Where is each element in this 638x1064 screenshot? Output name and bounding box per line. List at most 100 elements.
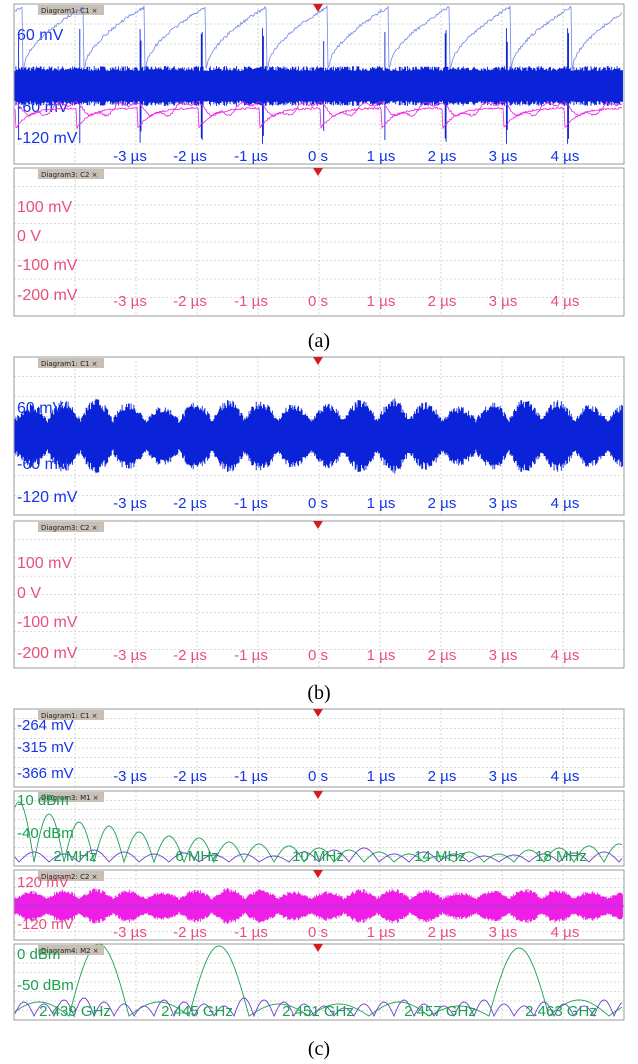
diagram-tab-2 — [38, 358, 104, 368]
x-tick-label: 3 µs — [489, 924, 518, 941]
diagram-tab-label: Diagram4: M2 × — [41, 947, 99, 955]
caption-b: (b) — [307, 682, 330, 704]
diagram-tab-6 — [38, 871, 104, 881]
x-tick-label: 2 µs — [428, 924, 457, 941]
trigger-marker — [313, 709, 323, 717]
spectrum-trace — [14, 997, 623, 1018]
trigger-marker — [313, 4, 323, 12]
x-tick-label: 4 µs — [551, 924, 580, 941]
x-tick-label: 3 µs — [489, 647, 518, 664]
x-tick-label: 3 µs — [489, 148, 518, 165]
oscilloscope-panel-a-1: Diagram1: C1 × 60 mV -60 mV -120 mV -3 µs -2 … — [13, 3, 625, 165]
diagram-tab-7 — [38, 945, 104, 955]
diagram-tab-4 — [38, 710, 104, 720]
spectrum-trace — [14, 943, 623, 1017]
trigger-marker — [313, 791, 323, 799]
x-tick-label: 2 µs — [428, 647, 457, 664]
x-tick-label: 2 MHz — [53, 848, 96, 865]
x-tick-label: 3 µs — [489, 293, 518, 310]
trigger-marker — [313, 521, 323, 529]
y-tick-label: -366 mV — [17, 765, 74, 782]
x-tick-label: 10 MHz — [292, 848, 344, 865]
y-tick-label: -315 mV — [17, 739, 74, 756]
x-tick-label: -1 µs — [234, 768, 268, 785]
x-tick-label: 4 µs — [551, 293, 580, 310]
y-tick-label: 0 dBm — [17, 946, 60, 963]
x-tick-label: 1 µs — [367, 768, 396, 785]
waveform-trace — [14, 28, 623, 144]
diagram-tab-5 — [38, 792, 104, 802]
x-tick-label: -2 µs — [173, 647, 207, 664]
y-tick-label: 0 V — [17, 228, 41, 245]
x-tick-label: 2.463 GHz — [525, 1003, 597, 1020]
caption-a: (a) — [308, 330, 330, 352]
x-tick-label: -3 µs — [113, 924, 147, 941]
waveform-trace — [14, 5, 623, 71]
x-tick-label: 4 µs — [551, 768, 580, 785]
diagram-tab-3 — [38, 522, 104, 532]
y-tick-label: -60 mV — [17, 99, 69, 116]
x-tick-label: 0 s — [308, 647, 328, 664]
spectrum-trace — [14, 847, 623, 863]
waveform-trace — [14, 106, 623, 130]
x-tick-label: -2 µs — [173, 293, 207, 310]
waveform-trace — [14, 398, 623, 474]
x-tick-label: 1 µs — [367, 148, 396, 165]
y-tick-label: 0 V — [17, 585, 41, 602]
trigger-marker — [313, 870, 323, 878]
waveform-trace — [14, 100, 623, 118]
y-tick-label: -120 mV — [17, 130, 78, 147]
x-tick-label: 2.451 GHz — [282, 1003, 354, 1020]
caption-c: (c) — [308, 1038, 330, 1060]
oscilloscope-panel-c-6: Diagram3: M1 ×10 dBm -40 dBm 2 MHz 6 MHz 10 … — [13, 790, 625, 867]
x-tick-label: 2.457 GHz — [404, 1003, 476, 1020]
y-tick-label: 120 mV — [17, 874, 69, 891]
diagram-tab-1 — [38, 169, 104, 179]
x-tick-label: 1 µs — [367, 647, 396, 664]
y-tick-label: 60 mV — [17, 27, 64, 44]
oscilloscope-panel-b-3: Diagram1: C1 × 60 mV -60 mV -120 mV -3 µs -2 … — [13, 356, 625, 516]
x-tick-label: -2 µs — [173, 768, 207, 785]
x-tick-label: -3 µs — [113, 293, 147, 310]
x-tick-label: 3 µs — [489, 495, 518, 512]
diagram-tab-label: Diagram3: M1 × — [41, 794, 99, 802]
x-tick-label: 18 MHz — [535, 848, 587, 865]
x-tick-label: -1 µs — [234, 495, 268, 512]
diagram-tab-0 — [38, 5, 104, 15]
oscilloscope-panel-b-4: Diagram3: C2 × 100 mV 0 V -100 mV -200 mV -3 … — [13, 100, 625, 669]
x-tick-label: -3 µs — [113, 148, 147, 165]
x-tick-label: 0 s — [308, 293, 328, 310]
oscilloscope-panel-c-8: Diagram4: M2 ×0 dBm -50 dBm 2.439 GHz 2.445… — [13, 943, 625, 1021]
trigger-marker — [313, 944, 323, 952]
y-tick-label: -50 dBm — [17, 977, 74, 994]
diagram-tab-label: Diagram1: C1 × — [41, 712, 98, 720]
x-tick-label: -1 µs — [234, 647, 268, 664]
x-tick-label: 2 µs — [428, 293, 457, 310]
x-tick-label: 14 MHz — [414, 848, 466, 865]
diagram-tab-label: Diagram1: C1 × — [41, 360, 98, 368]
oscilloscope-panel-c-7: Diagram2: C2 ×120 mV -120 mV -3 µs -2 µs -1 … — [13, 869, 625, 941]
x-tick-label: 0 s — [308, 924, 328, 941]
x-tick-label: 2 µs — [428, 148, 457, 165]
y-tick-label: -264 mV — [17, 717, 74, 734]
y-tick-label: 10 dBm — [17, 792, 69, 809]
x-tick-label: -1 µs — [234, 293, 268, 310]
diagram-tab-label: Diagram1: C1 × — [41, 7, 98, 15]
x-tick-label: 4 µs — [551, 495, 580, 512]
y-tick-label: -60 mV — [17, 456, 69, 473]
x-tick-label: -2 µs — [173, 924, 207, 941]
x-tick-label: -2 µs — [173, 495, 207, 512]
x-tick-label: 2 µs — [428, 495, 457, 512]
diagram-tab-label: Diagram3: C2 × — [41, 524, 98, 532]
oscilloscope-panel-a-2: Diagram3: C2 × 100 mV 0 V -100 mV -200 mV -3 … — [13, 106, 625, 317]
x-tick-label: 3 µs — [489, 768, 518, 785]
y-tick-label: -40 dBm — [17, 825, 74, 842]
x-tick-label: 2.439 GHz — [39, 1003, 111, 1020]
oscilloscope-panel-c-5: Diagram1: C1 ×-264 mV-315 mV-366 mV -3 µs… — [13, 5, 625, 788]
y-tick-label: -100 mV — [17, 614, 78, 631]
x-tick-label: -2 µs — [173, 148, 207, 165]
y-tick-label: -120 mV — [17, 916, 74, 933]
x-tick-label: -1 µs — [234, 924, 268, 941]
y-tick-label: -100 mV — [17, 257, 78, 274]
